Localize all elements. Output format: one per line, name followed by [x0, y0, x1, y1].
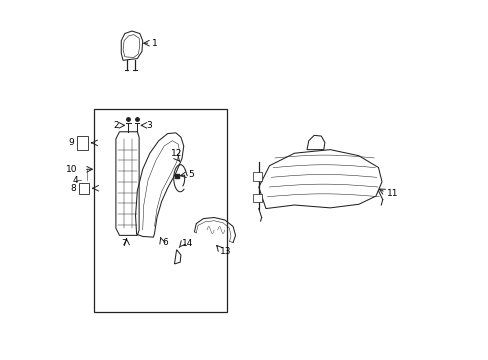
Text: 8: 8 [70, 184, 76, 193]
Bar [77, 136, 88, 150]
Text: 5: 5 [188, 170, 193, 179]
Text: 14: 14 [181, 239, 193, 248]
Text: 7: 7 [121, 239, 127, 248]
Text: 3: 3 [146, 121, 152, 130]
Text: 4: 4 [72, 176, 78, 185]
Bar [253, 172, 262, 181]
Bar [79, 183, 89, 194]
Bar [94, 109, 226, 312]
Text: 12: 12 [171, 149, 182, 158]
Text: 2: 2 [114, 121, 119, 130]
Text: 1: 1 [151, 39, 157, 48]
Text: 10: 10 [66, 165, 77, 174]
Text: 11: 11 [386, 189, 397, 198]
Text: 9: 9 [69, 138, 74, 147]
Text: 13: 13 [220, 247, 231, 256]
Bar [253, 194, 262, 202]
Text: 6: 6 [162, 238, 168, 247]
